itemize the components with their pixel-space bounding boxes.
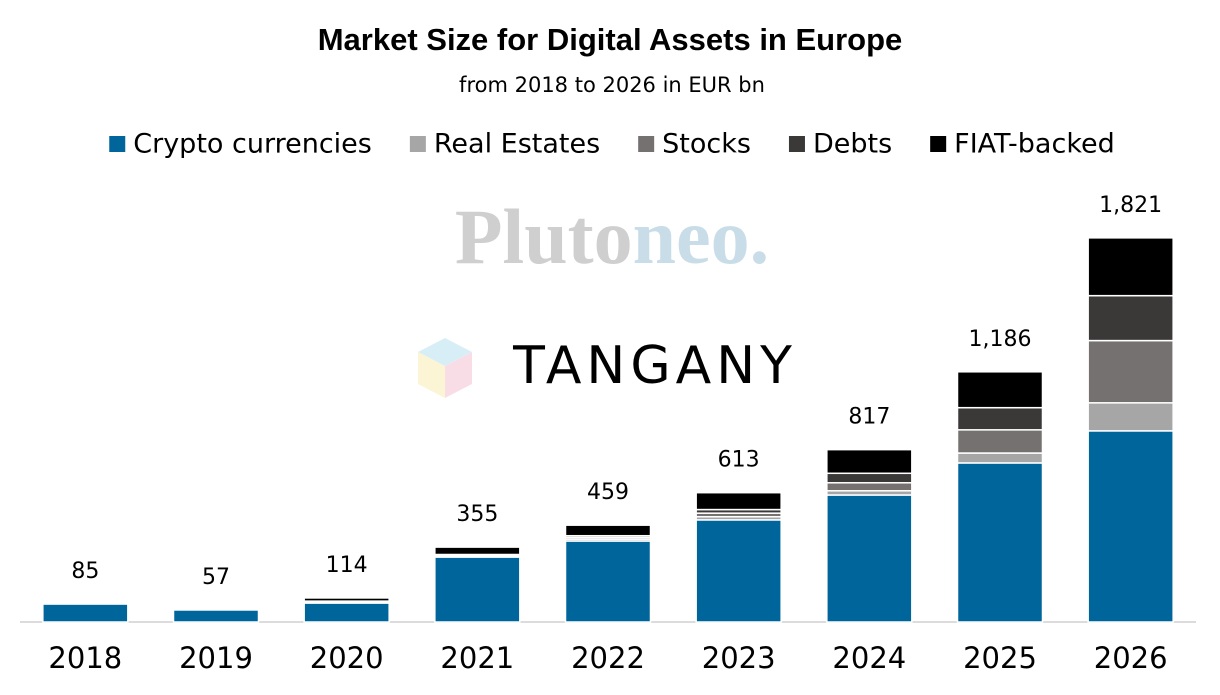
bar-segment (826, 494, 913, 623)
bar-segment (303, 597, 390, 602)
legend-label: Debts (813, 129, 892, 160)
legend-swatch (638, 136, 655, 152)
legend-swatch (788, 136, 805, 152)
total-label: 85 (71, 559, 99, 584)
total-label: 57 (202, 565, 230, 590)
bar-segment (695, 491, 782, 511)
bar-segment (172, 609, 260, 623)
legend-swatch (930, 136, 947, 152)
total-label: 459 (587, 480, 629, 505)
legend-label: FIAT-backed (954, 129, 1115, 160)
bar-segment (956, 406, 1044, 431)
x-tick-label: 2019 (179, 641, 253, 675)
bar-segment (303, 602, 390, 623)
bar-segment (1087, 339, 1174, 404)
x-tick-label: 2018 (48, 641, 122, 675)
watermark-part: neo. (633, 193, 770, 280)
total-label: 1,186 (969, 327, 1032, 352)
bar-segment (564, 524, 652, 537)
bar-segment (956, 371, 1044, 409)
watermark: TANGANY (512, 336, 797, 396)
x-tick-label: 2021 (440, 641, 514, 675)
watermark: Plutoneo. (455, 193, 769, 280)
total-label: 1,821 (1099, 193, 1162, 218)
bar-segment (956, 429, 1044, 454)
bar-segment (695, 519, 782, 623)
legend-swatch (109, 136, 126, 152)
bar-segment (1087, 294, 1174, 342)
bar-segment (434, 546, 521, 556)
x-tick-label: 2022 (571, 641, 645, 675)
bar-segment (564, 540, 652, 623)
bar-segment (434, 556, 521, 623)
bar-segment (826, 448, 913, 475)
total-label: 817 (848, 405, 890, 430)
bar-segment (956, 452, 1044, 464)
legend-label: Real Estates (434, 129, 600, 160)
bar-segment (956, 462, 1044, 623)
bar-segment (1087, 237, 1174, 297)
bar-segment (826, 482, 913, 492)
bar-segment (826, 472, 913, 484)
legend-swatch (409, 136, 426, 152)
total-label: 355 (456, 502, 498, 527)
x-tick-label: 2020 (310, 641, 384, 675)
total-label: 613 (718, 448, 760, 473)
legend-label: Crypto currencies (133, 129, 372, 160)
x-tick-label: 2023 (702, 641, 776, 675)
total-label: 114 (326, 553, 368, 578)
x-tick-label: 2025 (963, 641, 1037, 675)
legend-label: Stocks (662, 129, 751, 160)
x-tick-label: 2026 (1094, 641, 1168, 675)
bar-segment (42, 603, 129, 623)
legend: Crypto currencies Real Estates Stocks Debts… (109, 129, 1115, 160)
watermark-part: Pluto (455, 193, 633, 280)
chart-subtitle: from 2018 to 2026 in EUR bn (459, 73, 765, 97)
bar-segment (1087, 430, 1174, 623)
x-tick-label: 2024 (832, 641, 906, 675)
chart-title: Market Size for Digital Assets in Europe (318, 22, 903, 57)
bar-segment (1087, 402, 1174, 432)
watermark-logo (418, 338, 472, 398)
